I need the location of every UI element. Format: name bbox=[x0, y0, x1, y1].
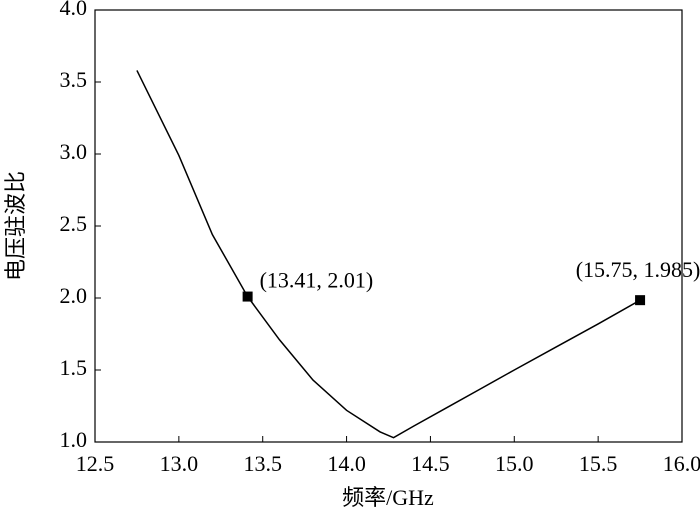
x-tick-label: 15.0 bbox=[495, 451, 534, 476]
annotation: (15.75, 1.985) bbox=[576, 257, 700, 282]
y-tick-label: 3.5 bbox=[60, 67, 88, 92]
y-tick-label: 1.0 bbox=[60, 427, 88, 452]
x-axis-label: 频率/GHz bbox=[342, 485, 434, 510]
x-tick-label: 12.5 bbox=[76, 451, 115, 476]
x-tick-label: 16.0 bbox=[663, 451, 700, 476]
annotation: (13.41, 2.01) bbox=[260, 268, 374, 293]
x-tick-label: 14.5 bbox=[411, 451, 450, 476]
plot-frame bbox=[94, 9, 683, 443]
y-tick-label: 3.0 bbox=[60, 139, 88, 164]
y-tick-label: 2.5 bbox=[60, 211, 88, 236]
y-tick-label: 2.0 bbox=[60, 283, 88, 308]
x-tick-label: 14.0 bbox=[327, 451, 366, 476]
x-tick-label: 13.0 bbox=[160, 451, 199, 476]
y-tick-label: 1.5 bbox=[60, 355, 88, 380]
y-tick-label: 4.0 bbox=[60, 0, 88, 20]
marker bbox=[635, 295, 646, 306]
marker bbox=[242, 291, 253, 302]
y-axis-label: 电压驻波比 bbox=[3, 171, 28, 281]
x-tick-label: 13.5 bbox=[243, 451, 282, 476]
x-tick-label: 15.5 bbox=[579, 451, 618, 476]
line bbox=[136, 70, 641, 439]
